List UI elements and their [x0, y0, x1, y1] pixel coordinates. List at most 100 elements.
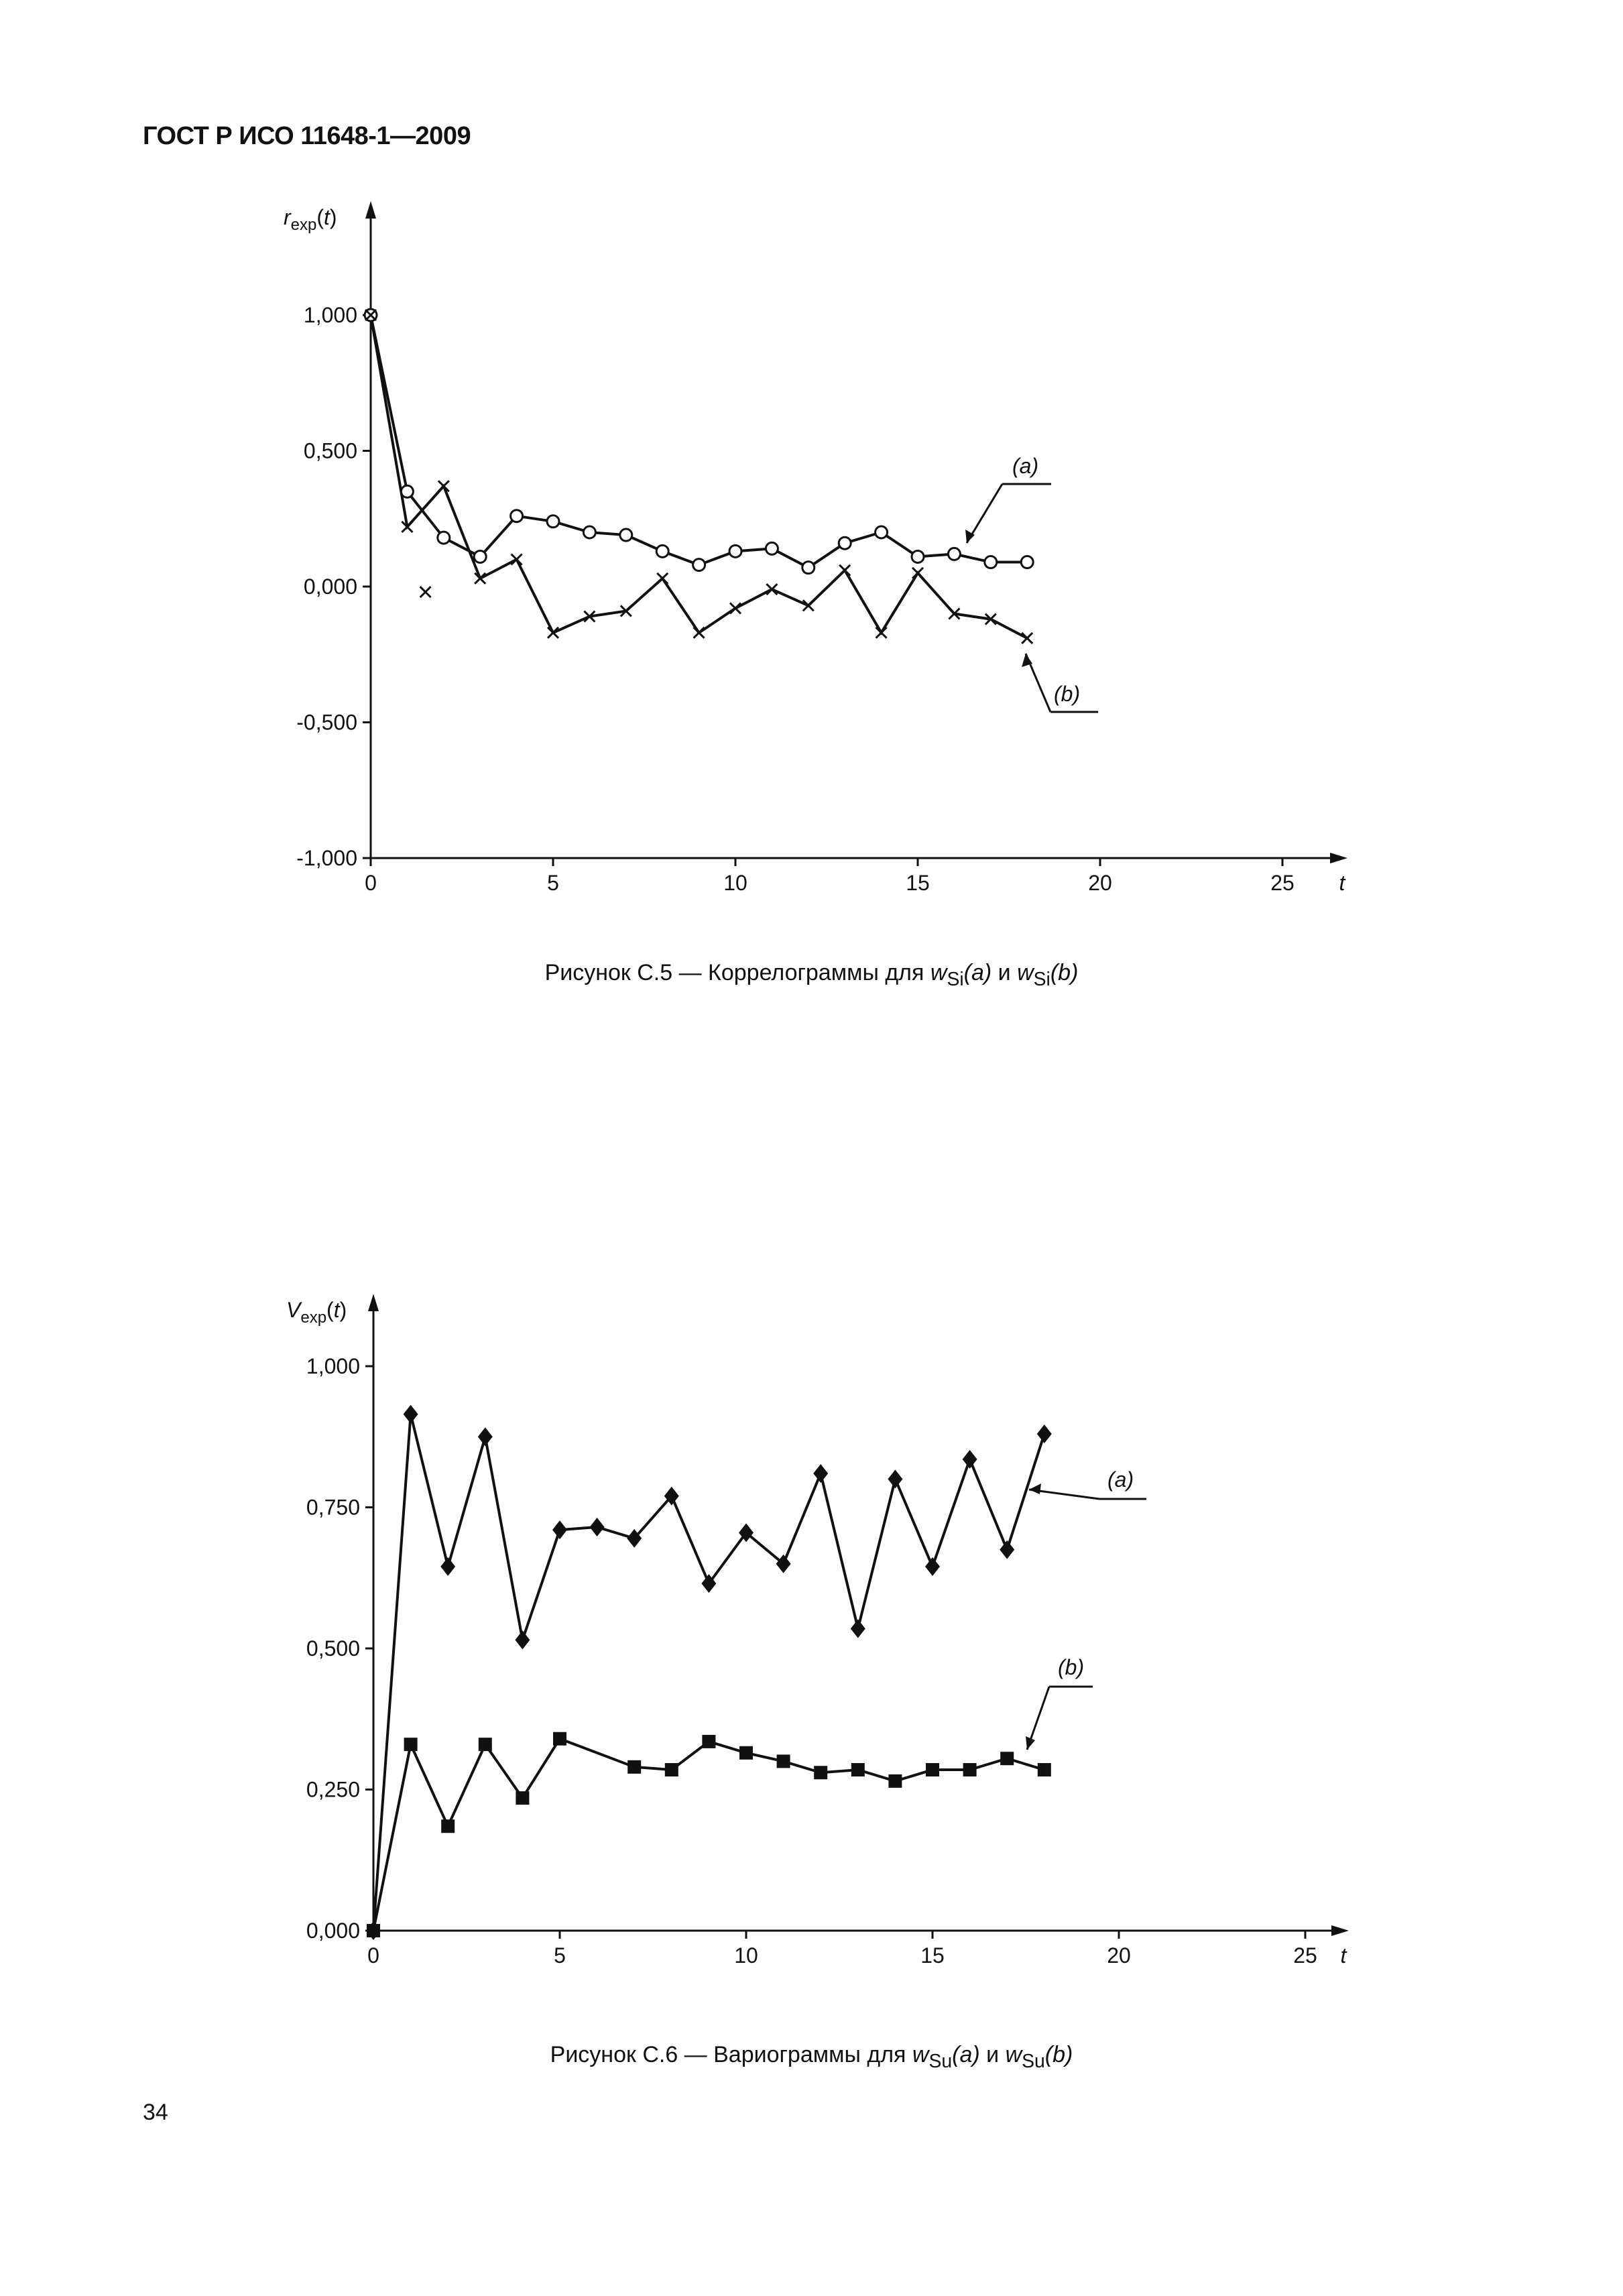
data-point-a: [947, 546, 961, 561]
page-number: 34: [143, 2100, 168, 2125]
data-point-b: [839, 564, 851, 577]
series-line-a: [372, 1414, 1046, 1931]
correlogram-chart: rexp(t) 1,000 0,500 0,000 -0,500 -1,000 0 5 10 15…: [284, 201, 1347, 895]
data-point-a: [701, 1574, 717, 1593]
data-point-b: [583, 610, 596, 623]
y-axis-arrow: [368, 1294, 379, 1311]
y-axis-label: Vexp(t): [286, 1298, 347, 1327]
data-point-a: [582, 525, 597, 540]
data-point-b: [984, 613, 997, 625]
data-point-b: [510, 553, 523, 566]
data-point-b: [656, 572, 669, 585]
x-tick-label: 25: [1293, 1943, 1317, 1968]
caption-c5-sub-a: Si: [947, 968, 964, 990]
data-point-b: [441, 1819, 455, 1833]
x-tick-label: 20: [1088, 871, 1112, 895]
series-b-arrowhead: [1022, 654, 1032, 667]
data-point-a: [477, 1427, 493, 1447]
y-tick-label: 1,000: [304, 303, 357, 327]
data-point-b: [948, 607, 961, 620]
chart2-lines: [372, 1414, 1046, 1931]
data-point-b: [802, 599, 815, 612]
variogram-chart: Vexp(t) 1,000 0,750 0,500 0,250 0,000 0 5 10 15 20…: [286, 1294, 1349, 1968]
data-point-a: [837, 536, 852, 550]
series-b-arrowhead: [1026, 1736, 1035, 1750]
data-point-a: [400, 484, 414, 499]
caption-c6-var-b: w: [1005, 2042, 1022, 2067]
data-point-b: [619, 605, 632, 617]
data-point-a: [874, 525, 889, 540]
caption-c5-var-a: w: [930, 960, 947, 985]
data-point-b: [367, 1924, 380, 1937]
data-point-a: [728, 544, 743, 558]
data-point-a: [546, 514, 560, 529]
y-tick-label: 0,250: [306, 1778, 360, 1802]
data-point-b: [474, 572, 487, 585]
chart2-axes: Vexp(t) 1,000 0,750 0,500 0,250 0,000 0 5 10 15 20…: [286, 1294, 1349, 1968]
x-axis-arrow: [1331, 1925, 1349, 1936]
caption-c6-b: (b): [1044, 2042, 1073, 2067]
y-tick-label: 0,000: [304, 575, 357, 599]
caption-c5-sub-b: Si: [1033, 968, 1050, 990]
data-point-b: [404, 1738, 418, 1752]
x-tick-label: 15: [920, 1943, 945, 1968]
data-point-b: [911, 566, 924, 579]
series-b-label: (b): [1058, 1655, 1084, 1679]
data-point-b: [553, 1732, 566, 1746]
data-point-a: [655, 544, 670, 558]
data-point-a: [888, 1469, 903, 1489]
data-point-a: [813, 1463, 829, 1483]
caption-c6-sub-b: Su: [1022, 2050, 1045, 2072]
data-point-a: [850, 1619, 865, 1638]
data-point-b: [1037, 1763, 1051, 1777]
caption-c5-b: (b): [1050, 960, 1079, 985]
data-point-b: [364, 308, 377, 322]
y-tick-label: -0,500: [296, 711, 357, 735]
data-point-b: [739, 1746, 753, 1760]
data-point-a: [962, 1449, 977, 1469]
data-point-a: [1020, 555, 1034, 570]
y-tick-label: 0,750: [306, 1496, 360, 1520]
data-point-b: [926, 1763, 939, 1777]
data-point-b: [776, 1754, 790, 1768]
data-point-b: [851, 1763, 865, 1777]
data-point-a: [910, 549, 925, 564]
y-tick-label: 1,000: [306, 1354, 360, 1378]
chart2-markers: [366, 1404, 1052, 1940]
data-point-b: [963, 1763, 977, 1777]
data-point-a: [619, 528, 634, 542]
y-axis-arrow: [365, 201, 376, 219]
data-point-a: [627, 1528, 642, 1548]
x-tick-label: 25: [1270, 871, 1295, 895]
y-tick-label: 0,000: [306, 1919, 360, 1943]
y-tick-label: 0,500: [304, 439, 357, 463]
chart1-markers: [363, 308, 1034, 645]
document-header: ГОСТ Р ИСО 11648-1—2009: [143, 122, 471, 150]
data-point-b: [664, 1763, 678, 1777]
caption-c5-var-b: w: [1017, 960, 1034, 985]
chart1-legend: (a) (b): [965, 454, 1098, 713]
data-point-a: [692, 558, 707, 572]
x-axis-label: t: [1339, 871, 1346, 895]
caption-c6-and: и: [979, 2042, 1006, 2067]
data-point-b: [888, 1774, 902, 1788]
data-point-a: [436, 530, 451, 545]
data-point-a: [473, 549, 487, 564]
x-tick-label: 10: [723, 871, 747, 895]
caption-c5-a: (a): [963, 960, 992, 985]
series-line-b: [372, 1737, 1045, 1931]
caption-c6-a: (a): [952, 2042, 980, 2067]
data-point-a: [925, 1557, 940, 1576]
data-point-a: [552, 1520, 567, 1540]
data-point-b: [516, 1791, 530, 1805]
data-point-a: [509, 509, 524, 524]
x-tick-label: 15: [906, 871, 930, 895]
data-point-b: [766, 583, 778, 596]
series-a-label: (a): [1012, 454, 1038, 478]
x-tick-label: 20: [1107, 1943, 1131, 1968]
y-tick-label: 0,500: [306, 1636, 360, 1660]
x-axis-label: t: [1341, 1943, 1347, 1968]
y-axis-label: rexp(t): [284, 205, 337, 234]
figure-c6-caption: Рисунок С.6 — Вариограммы для wSu(a) и w…: [0, 2042, 1623, 2073]
caption-c5-prefix: Рисунок С.5 — Коррелограммы для: [544, 960, 930, 985]
